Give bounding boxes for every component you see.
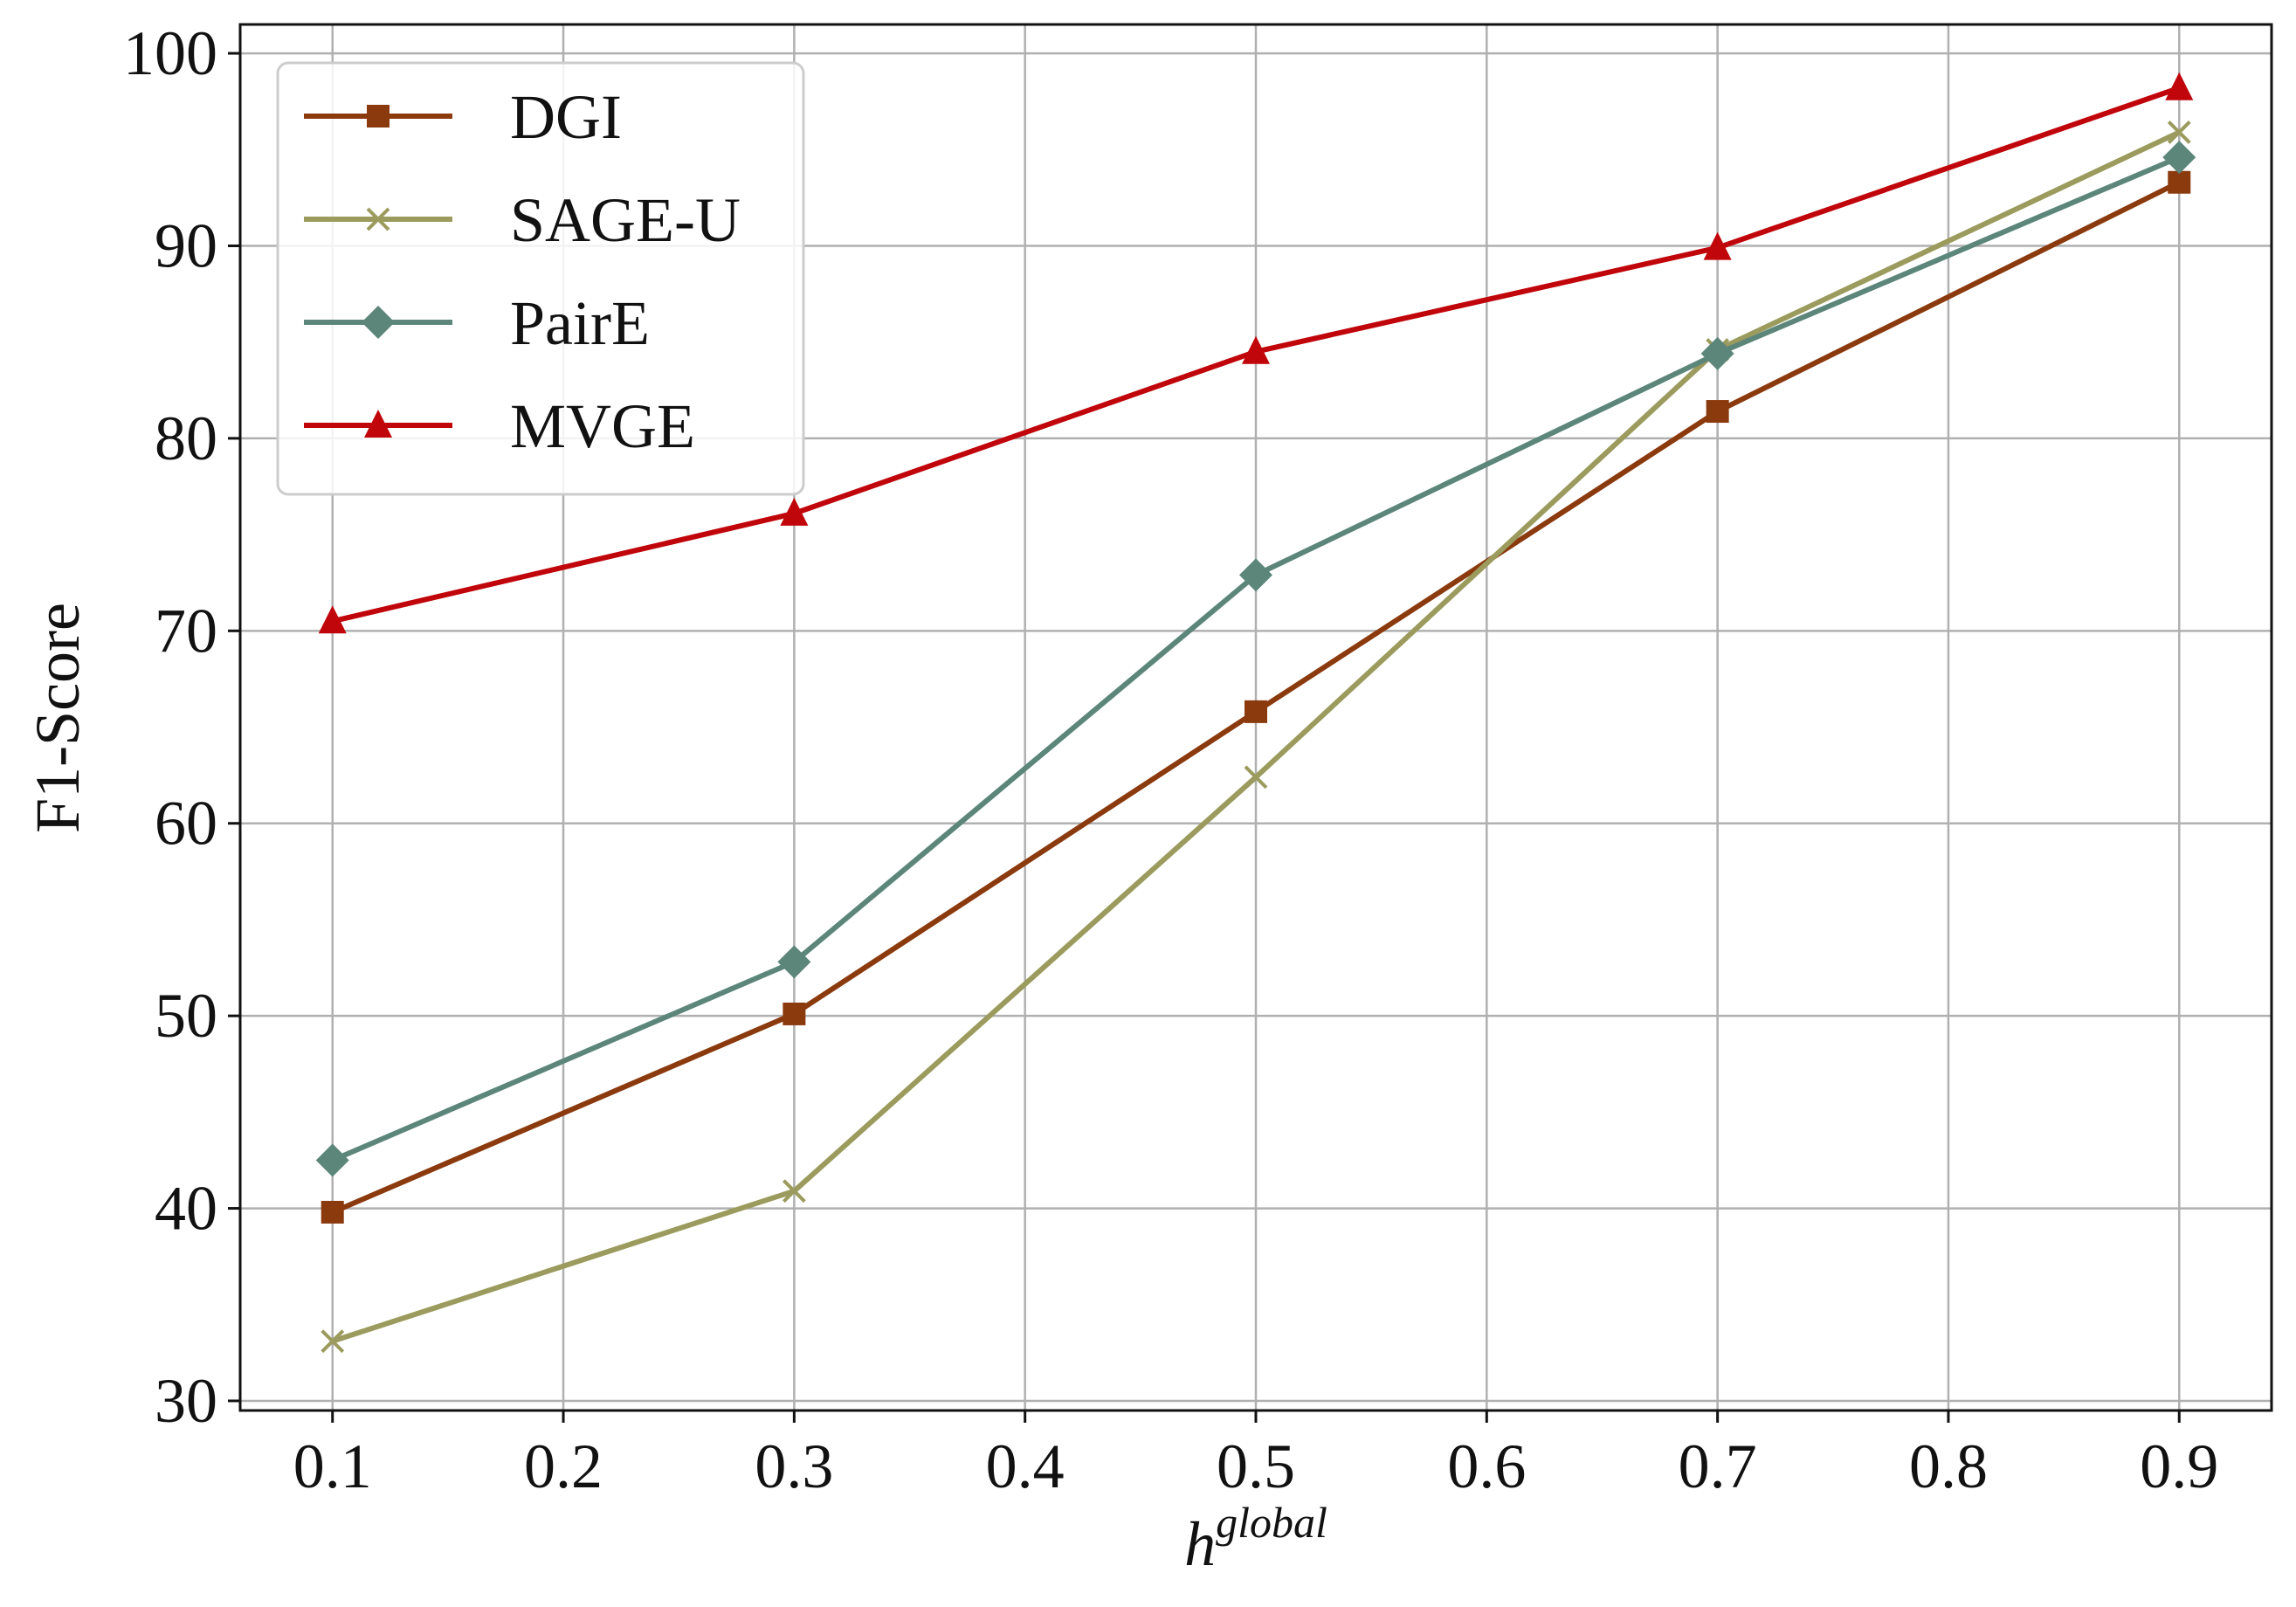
legend-box xyxy=(276,61,805,496)
grid xyxy=(240,24,2272,1410)
data-point-paire xyxy=(315,1143,349,1177)
legend-entry-sage-u: SAGE-U xyxy=(304,185,741,255)
series-layer xyxy=(315,72,2196,1354)
x-tick-label: 0.2 xyxy=(524,1431,603,1501)
data-point-mvge xyxy=(1242,335,1270,364)
y-tick-label: 60 xyxy=(155,789,217,859)
x-tick-label: 0.6 xyxy=(1447,1431,1526,1501)
x-tick-label: 0.3 xyxy=(755,1431,833,1501)
x-tick-label: 0.7 xyxy=(1679,1431,1757,1501)
legend-marker-mvge xyxy=(364,410,392,438)
legend-marker-sage-u xyxy=(366,207,390,231)
data-point-dgi xyxy=(2168,170,2191,194)
y-tick-label: 70 xyxy=(155,596,217,666)
y-tick-label: 30 xyxy=(155,1366,217,1436)
legend-marker-dgi xyxy=(367,105,390,128)
series-dgi xyxy=(321,170,2191,1224)
legend-label-mvge: MVGE xyxy=(510,391,695,461)
x-tick-label: 0.1 xyxy=(293,1431,372,1501)
data-point-paire xyxy=(1700,336,1734,370)
data-point-mvge xyxy=(2165,72,2194,100)
x-tick-label: 0.8 xyxy=(1909,1431,1988,1501)
data-point-dgi xyxy=(321,1200,344,1224)
x-tick-label: 0.9 xyxy=(2140,1431,2218,1501)
x-tick-label: 0.5 xyxy=(1217,1431,1295,1501)
y-axis-label: F1-Score xyxy=(23,603,93,833)
data-point-sage-u xyxy=(1244,765,1268,790)
data-point-dgi xyxy=(1245,700,1267,723)
legend-entry-dgi: DGI xyxy=(304,82,622,152)
y-tick-label: 80 xyxy=(155,403,217,473)
y-tick-label: 40 xyxy=(155,1174,217,1244)
legend-label-sage-u: SAGE-U xyxy=(510,185,741,255)
legend-entry-mvge: MVGE xyxy=(304,391,695,461)
data-point-paire xyxy=(777,945,811,979)
y-tick-label: 100 xyxy=(123,18,217,88)
x-axis-label-sup: global xyxy=(1216,1498,1327,1547)
legend-label-dgi: DGI xyxy=(510,82,622,152)
data-point-sage-u xyxy=(782,1179,806,1204)
data-point-mvge xyxy=(318,605,347,634)
data-point-sage-u xyxy=(321,1329,345,1354)
data-point-dgi xyxy=(783,1002,806,1025)
data-point-sage-u xyxy=(2167,121,2191,144)
data-point-dgi xyxy=(1706,400,1729,424)
y-tick-label: 50 xyxy=(155,981,217,1051)
data-point-paire xyxy=(2162,141,2196,175)
series-paire xyxy=(315,141,2196,1177)
legend-marker-paire xyxy=(362,306,395,339)
legend-label-paire: PairE xyxy=(510,288,650,358)
series-mvge xyxy=(318,72,2194,634)
x-axis-label-base: h xyxy=(1184,1509,1216,1579)
legend: DGI SAGE-U PairE MVGE xyxy=(276,61,805,496)
data-point-paire xyxy=(1239,558,1272,592)
y-tick-label: 90 xyxy=(155,210,217,280)
data-point-mvge xyxy=(1703,231,1732,260)
legend-entry-paire: PairE xyxy=(304,288,650,358)
x-tick-label: 0.4 xyxy=(986,1431,1065,1501)
ticks: 0.1 0.2 0.3 0.4 0.5 0.6 0.7 0.8 0.9 30 40 50 60 70 80 9… xyxy=(123,18,2218,1501)
data-point-mvge xyxy=(780,497,809,526)
x-axis-label: hglobal xyxy=(1184,1498,1327,1579)
